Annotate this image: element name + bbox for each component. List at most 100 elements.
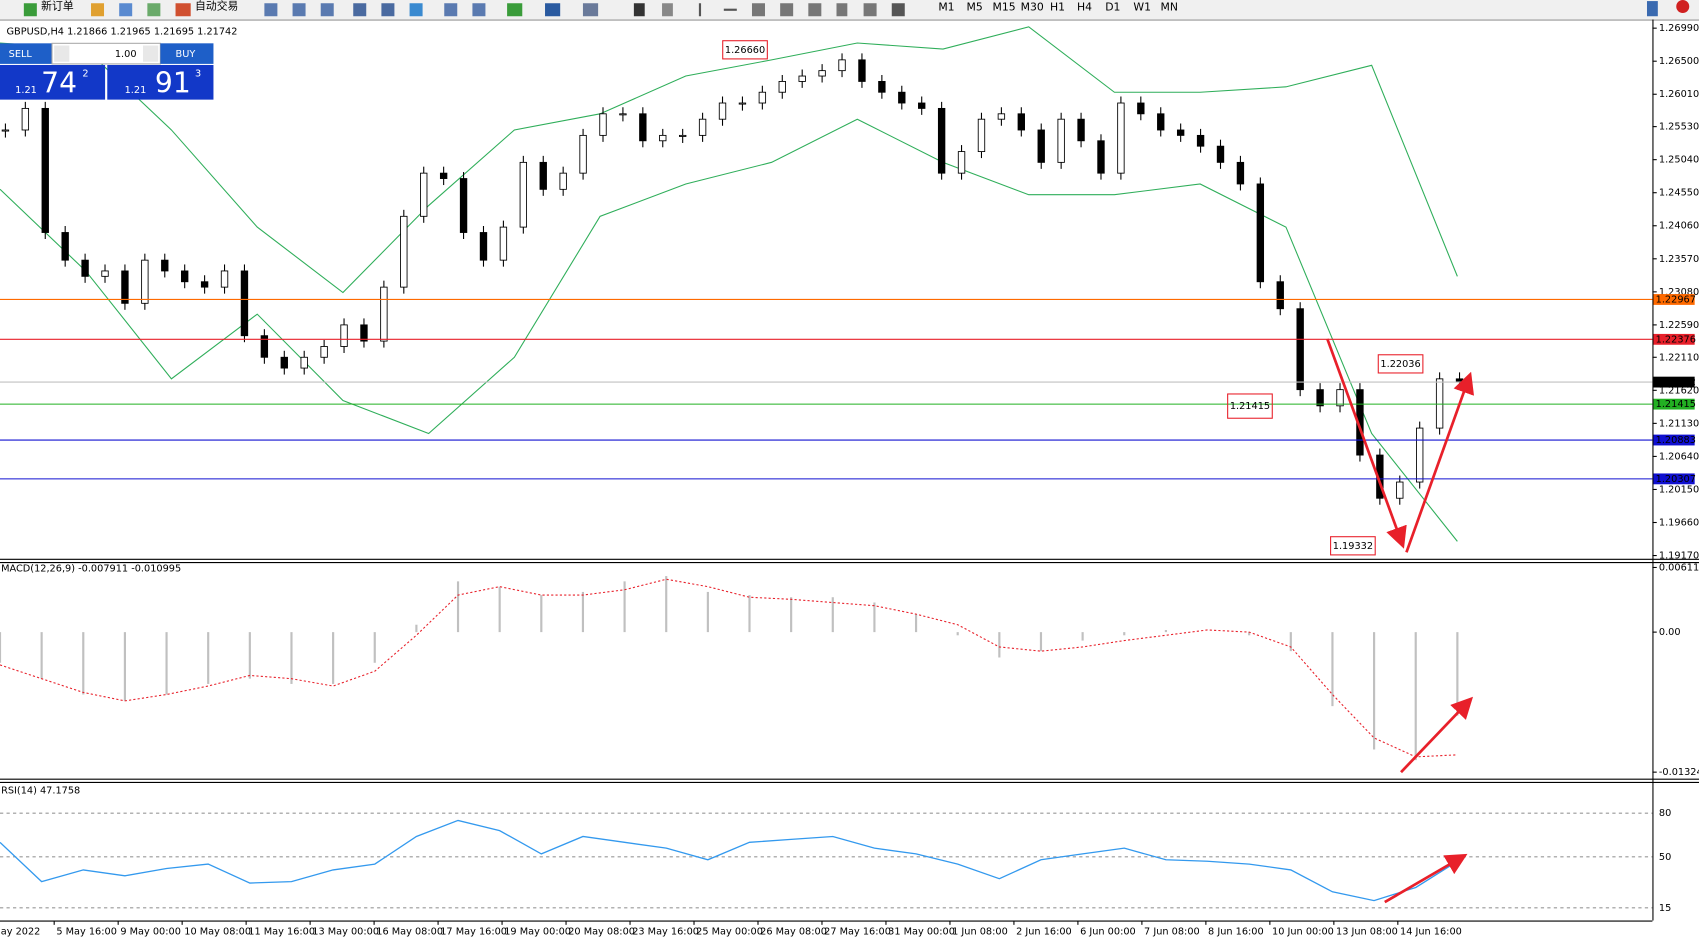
new-order-icon[interactable] <box>23 3 37 17</box>
hline-tool[interactable] <box>723 8 737 11</box>
price-tick-label: 1.24550 <box>1659 188 1699 199</box>
price-tick-label: 1.25040 <box>1659 155 1699 166</box>
toolbar: 新订单 自动交易 M1 M5 M15 M30 H1 H4 D1 W1 MN <box>0 0 1699 20</box>
sell-price-box[interactable] <box>0 64 106 100</box>
icon[interactable] <box>472 3 486 17</box>
lots-down[interactable] <box>54 45 70 62</box>
candle-body <box>1216 145 1225 163</box>
timeframe-button[interactable]: M15 <box>993 1 1016 14</box>
bollinger-upper <box>0 26 1458 294</box>
timeframe-button[interactable]: M1 <box>938 1 954 14</box>
templates[interactable] <box>582 3 599 17</box>
vline-tool[interactable] <box>698 3 702 17</box>
candle-body <box>997 113 1006 120</box>
timeframe-button[interactable]: W1 <box>1133 1 1151 14</box>
time-label: 26 May 08:00 <box>760 926 827 937</box>
text-tool[interactable] <box>836 3 848 17</box>
candle-body <box>400 215 408 288</box>
timeframe-button[interactable]: M5 <box>967 1 983 14</box>
zoom-out[interactable] <box>381 3 395 17</box>
cursor-tool[interactable] <box>633 3 645 17</box>
sell-button[interactable] <box>0 43 53 64</box>
candle-body <box>918 102 926 109</box>
candle-body <box>539 161 547 190</box>
arrow-drawing[interactable] <box>1326 338 1407 549</box>
price-tick-label: 1.23570 <box>1659 254 1699 265</box>
level-label-bg <box>1653 398 1695 410</box>
time-label: 14 Jun 16:00 <box>1400 926 1462 937</box>
time-label: 6 Jun 00:00 <box>1080 926 1136 937</box>
level-label: 1.20883 <box>1656 435 1696 446</box>
buy-button[interactable] <box>160 43 214 64</box>
icon[interactable] <box>409 3 423 17</box>
zoom-in[interactable] <box>353 3 367 17</box>
icon[interactable] <box>91 3 105 17</box>
price-tick-label: 1.20150 <box>1659 484 1699 495</box>
candle-body <box>200 281 209 288</box>
macd-tick-label: -0.013241 <box>1659 767 1699 778</box>
arrow-drawing[interactable] <box>1400 696 1474 774</box>
buy-price-prefix: 1.21 <box>125 85 147 96</box>
label-tool[interactable] <box>863 3 877 17</box>
lots-up[interactable] <box>143 45 159 62</box>
candle-body <box>1137 102 1145 115</box>
arrow-drawing[interactable] <box>1384 853 1468 904</box>
notification[interactable] <box>1676 0 1690 13</box>
lots-value[interactable]: 1.00 <box>115 49 137 60</box>
candle-body <box>838 59 846 72</box>
search[interactable] <box>1646 1 1658 17</box>
icon[interactable] <box>292 3 306 17</box>
candle-body <box>340 324 348 347</box>
candle-body <box>61 232 69 261</box>
candle-body <box>1 129 10 132</box>
level-label: 1.22967 <box>1656 294 1696 305</box>
buy-label[interactable]: BUY <box>176 49 196 60</box>
level-label-bg <box>1653 294 1695 305</box>
candle-body <box>260 335 269 358</box>
buy-price-box[interactable] <box>107 64 214 100</box>
candle-body <box>559 172 567 190</box>
auto-trading-icon[interactable] <box>175 3 191 17</box>
timeframe-button[interactable]: M30 <box>1021 1 1044 14</box>
sell-label[interactable]: SELL <box>9 49 33 60</box>
new-order-button[interactable]: 新订单 <box>41 0 74 12</box>
icon[interactable] <box>147 3 161 17</box>
chart-bg <box>0 19 1699 940</box>
price-tick-label: 1.26010 <box>1659 89 1699 100</box>
time-label: 20 May 08:00 <box>568 926 635 937</box>
level-label: 1.21415 <box>1656 399 1696 410</box>
indicators[interactable] <box>507 3 523 17</box>
axes: 1.26990 1.26500 1.26010 1.25530 1.25040 1.245… <box>0 19 1699 937</box>
timeframe-button[interactable]: H4 <box>1077 1 1092 14</box>
candle-body <box>659 134 667 142</box>
crosshair-tool[interactable] <box>662 3 673 17</box>
periods[interactable] <box>545 3 561 17</box>
macd-title: MACD(12,26,9) -0.007911 -0.010995 <box>1 564 181 575</box>
time-label: 31 May 00:00 <box>888 926 955 937</box>
timeframe-bar: M1 M5 M15 M30 H1 H4 D1 W1 MN <box>938 1 1178 14</box>
timeframe-button[interactable]: D1 <box>1105 1 1120 14</box>
channel-tool[interactable] <box>780 3 794 17</box>
arrow-drawing[interactable] <box>1405 371 1475 553</box>
trend-tool[interactable] <box>751 3 765 17</box>
candle-body <box>41 107 49 233</box>
candle-body <box>320 346 328 358</box>
price-tick-label: 1.19660 <box>1659 518 1699 529</box>
level-label: 1.22376 <box>1656 334 1696 345</box>
icon[interactable] <box>119 3 133 17</box>
arrows-tool[interactable] <box>891 3 905 17</box>
timeframe-button[interactable]: H1 <box>1050 1 1065 14</box>
candle-body <box>420 172 428 217</box>
fibo-tool[interactable] <box>808 3 822 17</box>
icon[interactable] <box>320 3 334 17</box>
candle-body <box>121 270 129 304</box>
timeframe-button[interactable]: MN <box>1160 1 1177 14</box>
candle-body <box>818 70 826 77</box>
auto-trading-button[interactable]: 自动交易 <box>195 0 238 12</box>
icon[interactable] <box>264 3 278 17</box>
candle-body <box>758 91 767 104</box>
candle-body <box>878 81 886 93</box>
icon[interactable] <box>444 3 458 17</box>
candle-body <box>1236 161 1245 185</box>
price-tick-label: 1.22590 <box>1659 320 1699 331</box>
